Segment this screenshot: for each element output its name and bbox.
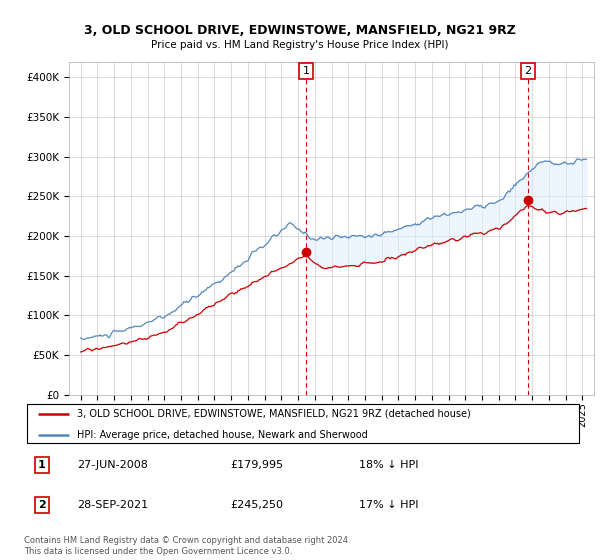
Text: 1: 1 [303,66,310,76]
Text: HPI: Average price, detached house, Newark and Sherwood: HPI: Average price, detached house, Newa… [77,430,368,440]
Text: 28-SEP-2021: 28-SEP-2021 [77,500,148,510]
Text: 27-JUN-2008: 27-JUN-2008 [77,460,148,470]
Text: 3, OLD SCHOOL DRIVE, EDWINSTOWE, MANSFIELD, NG21 9RZ: 3, OLD SCHOOL DRIVE, EDWINSTOWE, MANSFIE… [84,24,516,38]
FancyBboxPatch shape [27,404,579,443]
Text: 3, OLD SCHOOL DRIVE, EDWINSTOWE, MANSFIELD, NG21 9RZ (detached house): 3, OLD SCHOOL DRIVE, EDWINSTOWE, MANSFIE… [77,409,471,419]
Text: Contains HM Land Registry data © Crown copyright and database right 2024.
This d: Contains HM Land Registry data © Crown c… [24,536,350,556]
Text: 17% ↓ HPI: 17% ↓ HPI [359,500,418,510]
Text: 1: 1 [38,460,46,470]
Text: £245,250: £245,250 [230,500,283,510]
Text: 2: 2 [38,500,46,510]
Text: 2: 2 [524,66,532,76]
Text: 18% ↓ HPI: 18% ↓ HPI [359,460,418,470]
Text: Price paid vs. HM Land Registry's House Price Index (HPI): Price paid vs. HM Land Registry's House … [151,40,449,50]
Text: £179,995: £179,995 [230,460,284,470]
